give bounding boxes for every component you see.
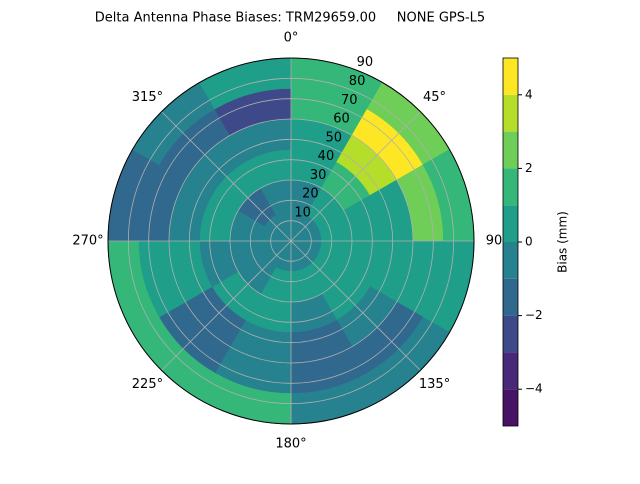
colorbar-band: [503, 315, 518, 353]
polar-frame: [107, 57, 475, 425]
grid-line: [161, 111, 292, 242]
r-tick-label: 40: [318, 149, 335, 164]
colorbar-band: [503, 168, 518, 206]
colorbar-tick-label: 0: [525, 235, 533, 249]
theta-tick-label: 270°: [72, 234, 103, 249]
r-tick-label: 90: [357, 55, 374, 70]
theta-tick-label: 135°: [419, 377, 450, 392]
grid-line: [290, 240, 421, 371]
r-tick-label: 20: [302, 187, 319, 202]
r-tick-label: 10: [294, 205, 311, 220]
theta-tick-label: 90: [486, 234, 503, 249]
colorbar-tick-label: −4: [525, 382, 543, 396]
colorbar-band: [503, 94, 518, 132]
grid-line: [161, 240, 292, 371]
theta-tick-label: 315°: [132, 90, 163, 105]
r-tick-label: 80: [349, 74, 366, 89]
colorbar-tick-label: −2: [525, 308, 543, 322]
colorbar-band: [503, 278, 518, 316]
theta-tick-label: 180°: [275, 437, 306, 452]
colorbar-tick-label: 2: [525, 161, 533, 175]
colorbar-band: [503, 205, 518, 242]
colorbar-band: [503, 389, 518, 426]
r-tick-label: 70: [341, 93, 358, 108]
chart-title: Delta Antenna Phase Biases: TRM29659.00 …: [95, 11, 485, 26]
colorbar-band: [503, 352, 518, 390]
colorbar-band: [503, 58, 518, 95]
theta-tick-label: 45°: [423, 90, 446, 105]
grid-line: [290, 111, 421, 242]
colorbar-tick-label: 4: [525, 87, 533, 101]
colorbar-band: [503, 131, 518, 169]
r-tick-label: 60: [333, 112, 350, 127]
colorbar-label: Bias (mm): [556, 211, 570, 273]
r-tick-label: 30: [310, 168, 327, 183]
r-tick-label: 50: [325, 130, 342, 145]
theta-tick-label: 0°: [284, 31, 299, 46]
theta-tick-label: 225°: [132, 377, 163, 392]
colorbar-band: [503, 242, 518, 279]
